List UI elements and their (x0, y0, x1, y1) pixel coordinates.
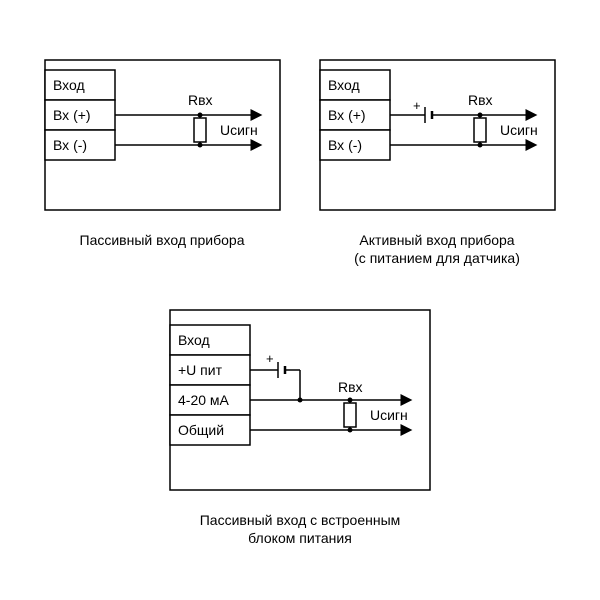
battery-plus: + (266, 351, 274, 366)
battery-plus: + (413, 98, 421, 113)
term-label: Вх (+) (53, 107, 91, 123)
caption: (с питанием для датчика) (354, 250, 520, 266)
diagram-passive-with-psu: Вход +U пит 4-20 мА Общий + (170, 310, 430, 490)
term-label: Общий (178, 422, 224, 438)
term-label: Вх (-) (328, 137, 362, 153)
u-label: Uсигн (220, 122, 258, 138)
r-label: Rвх (468, 92, 493, 108)
caption: блоком питания (248, 530, 352, 546)
diagram-passive-input: Вход Вх (+) Вх (-) Rвх Uсигн (45, 60, 280, 210)
header-label: Вход (178, 332, 210, 348)
resistor (344, 398, 356, 433)
caption: Пассивный вход с встроенным (200, 512, 401, 528)
diagram-active-input: Вход Вх (+) Вх (-) + Rвх Uсигн (320, 60, 555, 210)
term-label: +U пит (178, 362, 223, 378)
caption: Активный вход прибора (359, 232, 514, 248)
r-label: Rвх (338, 379, 363, 395)
u-label: Uсигн (500, 122, 538, 138)
term-label: Вх (+) (328, 107, 366, 123)
caption: Пассивный вход прибора (80, 232, 245, 248)
terminal-block: Вход Вх (+) Вх (-) (320, 70, 390, 160)
u-label: Uсигн (370, 407, 408, 423)
resistor (194, 113, 206, 148)
header-label: Вход (53, 77, 85, 93)
term-label: Вх (-) (53, 137, 87, 153)
battery-icon: + (413, 98, 432, 123)
terminal-block: Вход +U пит 4-20 мА Общий (170, 325, 250, 445)
battery-icon: + (266, 351, 285, 378)
term-label: 4-20 мА (178, 392, 230, 408)
r-label: Rвх (188, 92, 213, 108)
header-label: Вход (328, 77, 360, 93)
terminal-block: Вход Вх (+) Вх (-) (45, 70, 115, 160)
resistor (474, 113, 486, 148)
diagram-canvas: Вход Вх (+) Вх (-) Rвх Uсигн Пассивный в… (0, 0, 600, 600)
